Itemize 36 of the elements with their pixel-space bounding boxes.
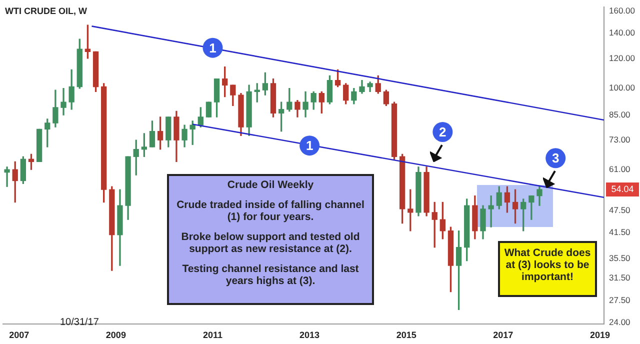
y-tick-label: 24.00 — [609, 317, 631, 328]
candlestick — [488, 195, 494, 228]
y-tick-label: 100.00 — [609, 82, 636, 93]
y-tick-label: 27.50 — [609, 294, 631, 305]
y-tick-label: 31.50 — [609, 272, 631, 282]
annotation: Broke below support and tested old support as new resistance at (2). — [180, 231, 361, 255]
y-tick-label: 160.00 — [609, 6, 636, 16]
candlestick — [60, 88, 66, 116]
annotation: 10/31/17 — [60, 317, 99, 328]
x-tick-label: 2015 — [396, 330, 416, 340]
annotation: 3 — [552, 150, 560, 166]
y-tick-label: 120.00 — [609, 52, 636, 63]
candlestick — [4, 166, 10, 187]
annotation: Crude traded inside of falling channel (1) for four years. — [176, 199, 366, 223]
chart-title: WTI CRUDE OIL, W — [5, 6, 87, 16]
x-tick-label: 2011 — [202, 330, 223, 340]
annotation: 1 — [306, 138, 314, 154]
candlestick — [190, 120, 196, 145]
annotation: What Crude does at (3) looks to be important! — [498, 241, 597, 297]
y-tick-label: 73.00 — [609, 134, 631, 144]
y-tick-label: 85.00 — [609, 109, 631, 120]
annotation: Testing channel resistance and last years highs at (3). — [181, 263, 360, 287]
y-tick-label: 35.50 — [609, 252, 631, 263]
annotation: Crude Oil Weekly — [226, 179, 315, 191]
x-tick-label: 2017 — [493, 330, 514, 340]
annotation: 2 — [439, 124, 446, 140]
annotation: 1 — [209, 40, 216, 56]
x-tick-label: 2007 — [9, 330, 30, 340]
y-tick-label: 140.00 — [609, 27, 636, 38]
y-tick-label: 41.50 — [609, 227, 631, 238]
x-tick-label: 2009 — [106, 330, 126, 340]
y-tick-label: 61.00 — [609, 164, 631, 174]
x-tick-label: 2013 — [300, 330, 320, 340]
text: 54.04 — [611, 184, 634, 194]
x-tick-label: 2019 — [590, 330, 610, 340]
y-tick-label: 47.50 — [609, 205, 631, 216]
